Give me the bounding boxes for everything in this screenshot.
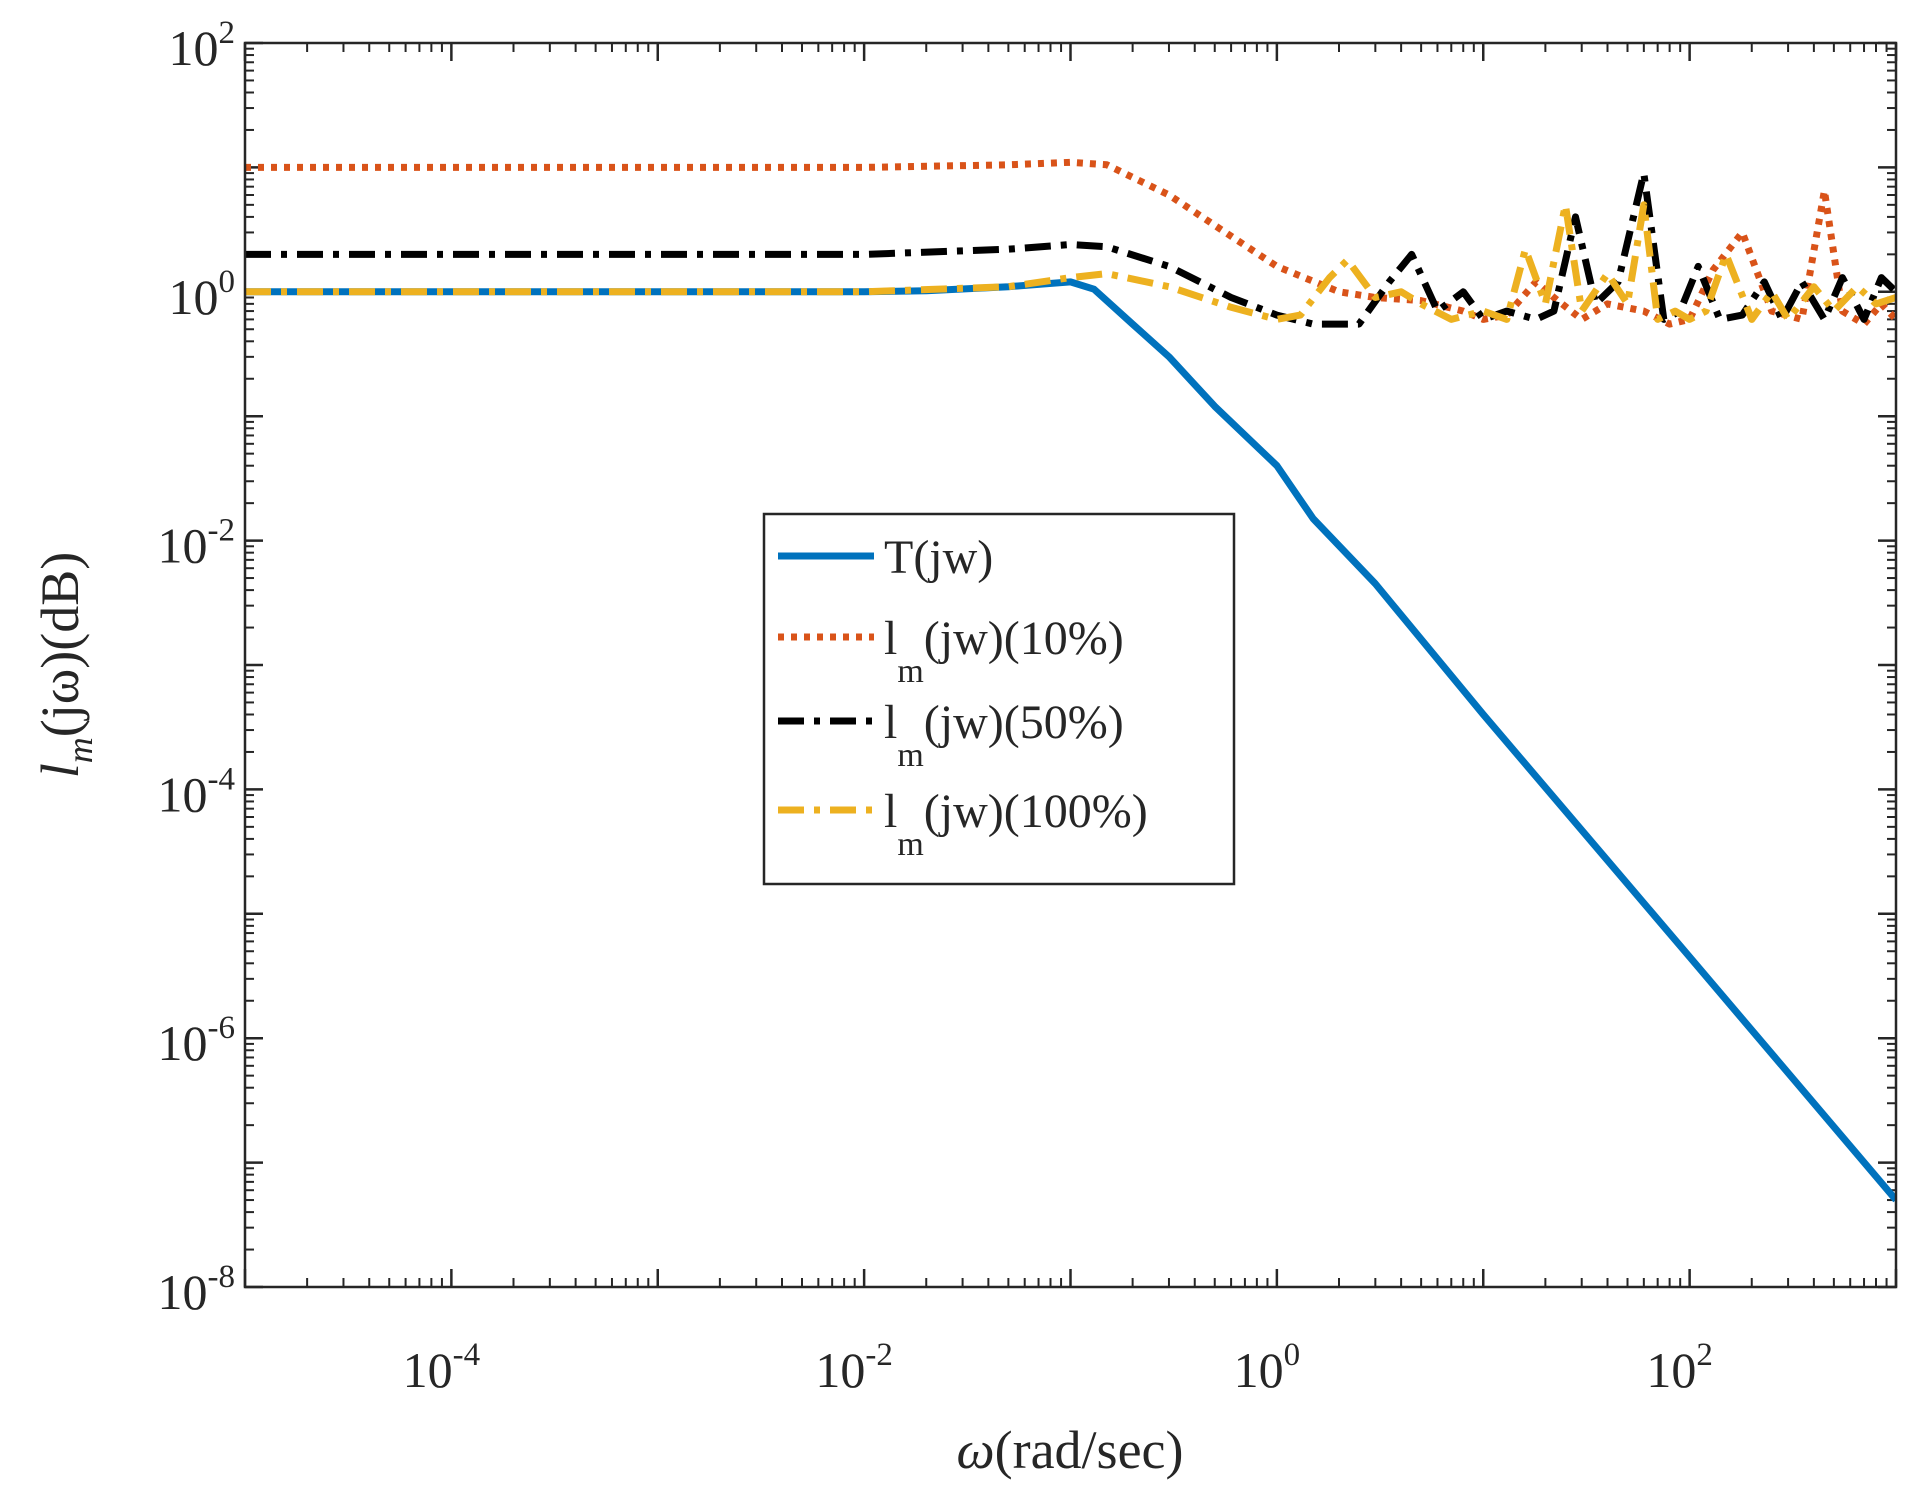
x-tick-label: 100	[1234, 1337, 1301, 1398]
x-tick-exponent: -4	[453, 1337, 481, 1373]
legend-label-subscript: m	[897, 826, 923, 863]
legend-label-main: l	[884, 696, 897, 749]
series-line-2	[245, 158, 1896, 328]
y-tick-label: 10-6	[158, 1010, 236, 1071]
y-tick-label: 10-4	[158, 761, 236, 822]
y-tick-base: 10	[158, 1015, 208, 1071]
plot-frame	[243, 41, 1898, 1289]
legend-label-subscript: m	[897, 737, 923, 774]
legend: T(jw)lm(jw)(10%)lm(jw)(50%)lm(jw)(100%)	[762, 512, 1236, 886]
y-tick-base: 10	[158, 518, 208, 574]
y-axis-text: (jω)(dB)	[30, 552, 90, 738]
y-tick-base: 10	[169, 20, 219, 76]
legend-label-main: l	[884, 785, 897, 838]
x-axis-label: ω(rad/sec)	[956, 1420, 1183, 1480]
x-tick-exponent: -2	[865, 1337, 893, 1373]
y-axis-symbol: l	[30, 763, 90, 778]
y-tick-exponent: -8	[208, 1259, 236, 1295]
legend-label-main: T(jw)	[884, 531, 993, 584]
legend-label-4: lm(jw)(100%)	[884, 785, 1148, 863]
legend-label-tail: (jw)(100%)	[924, 785, 1148, 838]
x-tick-exponent: 0	[1284, 1337, 1301, 1373]
legend-label-2: lm(jw)(10%)	[884, 612, 1124, 690]
x-tick-base: 10	[815, 1342, 865, 1398]
y-tick-base: 10	[158, 766, 208, 822]
y-tick-exponent: -2	[208, 513, 236, 549]
x-tick-base: 10	[403, 1342, 453, 1398]
legend-box	[762, 512, 1236, 886]
legend-label-3: lm(jw)(50%)	[884, 696, 1124, 774]
y-axis-label: lm(jω)(dB)	[30, 552, 100, 779]
x-tick-labels: 10-4 10-2 100 102	[403, 1337, 1713, 1398]
legend-label-main: l	[884, 612, 897, 665]
x-tick-exponent: 2	[1696, 1337, 1713, 1373]
y-tick-label: 10-8	[158, 1259, 236, 1320]
x-tick-label: 10-2	[815, 1337, 893, 1398]
minor-ticks	[245, 43, 1896, 1287]
x-axis-symbol: ω	[956, 1420, 994, 1480]
x-tick-label: 10-4	[403, 1337, 481, 1398]
legend-label-subscript: m	[897, 653, 923, 690]
x-tick-base: 10	[1646, 1342, 1696, 1398]
y-tick-exponent: 0	[219, 264, 236, 300]
y-axis-subscript: m	[60, 737, 100, 763]
legend-label-1: T(jw)	[884, 531, 993, 584]
series-layer	[245, 158, 1896, 1203]
y-tick-label: 102	[169, 15, 236, 76]
y-tick-base: 10	[169, 269, 219, 325]
series-line-1	[245, 278, 1896, 1203]
x-tick-label: 102	[1646, 1337, 1713, 1398]
y-tick-label: 10-2	[158, 513, 236, 574]
y-tick-exponent: 2	[219, 15, 236, 51]
y-tick-exponent: -6	[208, 1010, 236, 1046]
y-tick-base: 10	[158, 1264, 208, 1320]
legend-label-tail: (jw)(50%)	[924, 696, 1124, 749]
x-tick-base: 10	[1234, 1342, 1284, 1398]
y-tick-label: 100	[169, 264, 236, 325]
series-line-4	[245, 201, 1896, 323]
y-tick-exponent: -4	[208, 761, 236, 797]
legend-label-tail: (jw)(10%)	[924, 612, 1124, 665]
x-axis-text: (rad/sec)	[995, 1420, 1184, 1480]
